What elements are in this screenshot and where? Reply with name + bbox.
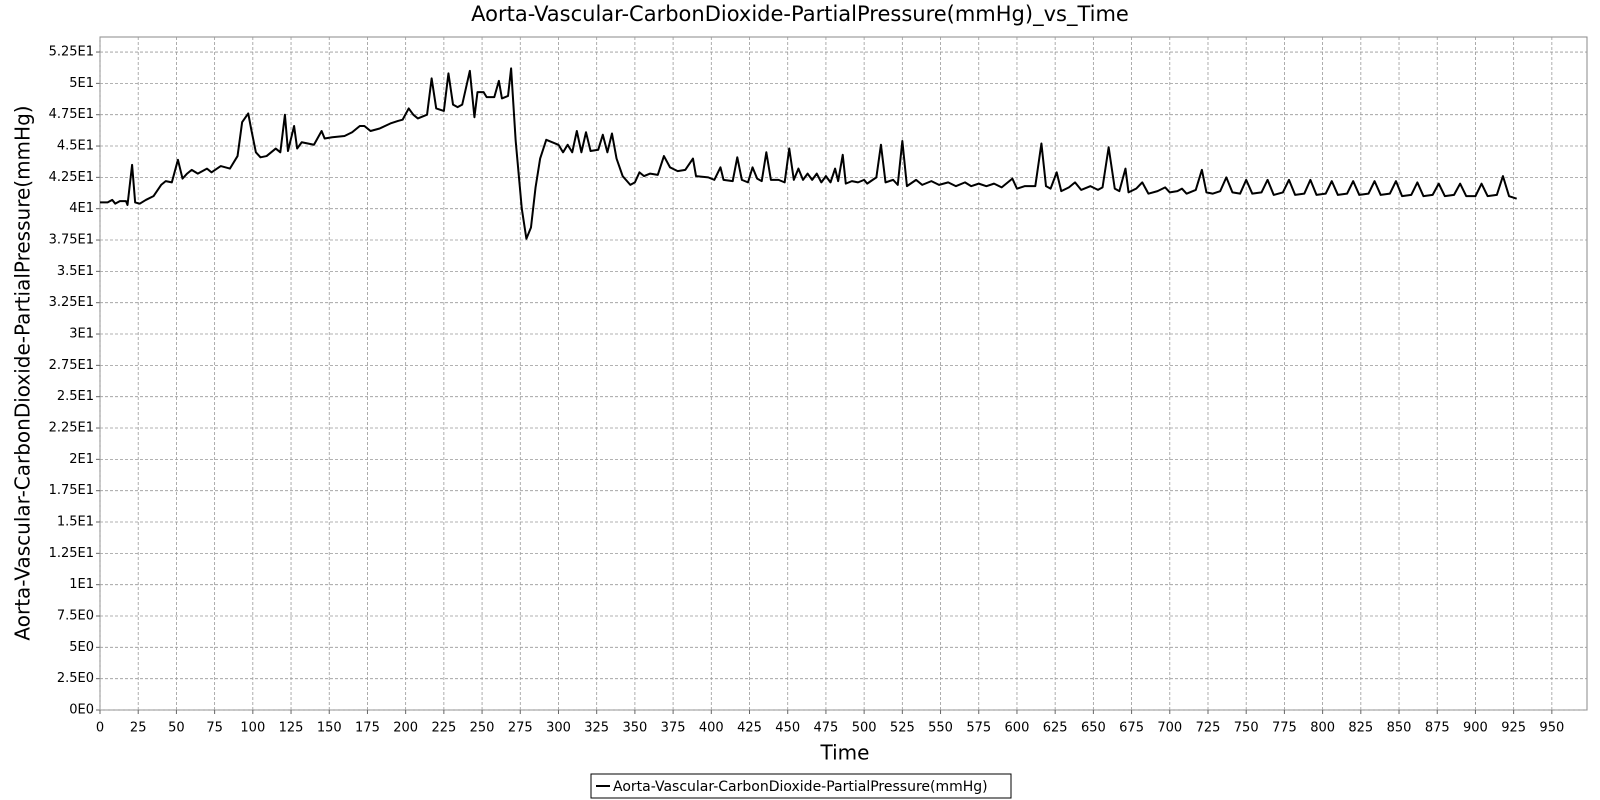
x-axis-title: Time [820,741,870,765]
x-tick-label: 875 [1425,721,1450,736]
y-tick-label: 5.25E1 [49,45,94,60]
legend-label: Aorta-Vascular-CarbonDioxide-PartialPres… [613,779,988,795]
x-tick-label: 575 [966,721,991,736]
plot-area [99,36,1588,711]
data-line [100,67,1518,240]
y-tick-label: 5E0 [69,640,94,655]
y-tick-label: 3E1 [69,327,94,342]
x-tick-label: 500 [852,721,877,736]
x-tick-label: 525 [890,721,915,736]
x-tick-label: 825 [1348,721,1373,736]
y-tick-label: 4.5E1 [57,139,94,154]
x-tick-label: 375 [661,721,686,736]
x-tick-label: 950 [1539,721,1564,736]
x-tick-label: 900 [1463,721,1488,736]
y-tick-label: 2E1 [69,452,94,467]
x-tick-label: 200 [393,721,418,736]
x-tick-label: 775 [1272,721,1297,736]
y-tick-label: 3.5E1 [57,264,94,279]
x-tick-label: 475 [814,721,839,736]
x-tick-label: 175 [355,721,380,736]
y-axis-title: Aorta-Vascular-CarbonDioxide-PartialPres… [11,105,35,640]
x-tick-label: 50 [168,721,185,736]
y-tick-label: 1.75E1 [49,483,94,498]
x-tick-label: 25 [130,721,147,736]
x-tick-label: 625 [1043,721,1068,736]
y-tick-label: 4E1 [69,201,94,216]
y-tick-label: 2.75E1 [49,358,94,373]
legend: Aorta-Vascular-CarbonDioxide-PartialPres… [590,773,1012,799]
x-tick-label: 650 [1081,721,1106,736]
x-tick-label: 325 [584,721,609,736]
chart-title: Aorta-Vascular-CarbonDioxide-PartialPres… [471,2,1129,27]
y-tick-label: 3.75E1 [49,233,94,248]
x-tick-label: 300 [546,721,571,736]
x-tick-label: 425 [737,721,762,736]
x-tick-label: 850 [1387,721,1412,736]
x-tick-label: 725 [1196,721,1221,736]
y-tick-label: 3.25E1 [49,295,94,310]
x-tick-label: 700 [1157,721,1182,736]
y-tick-label: 1.5E1 [57,515,94,530]
y-tick-label: 2.25E1 [49,421,94,436]
y-tick-label: 1E1 [69,577,94,592]
y-tick-label: 2.5E0 [57,671,94,686]
x-tick-label: 250 [470,721,495,736]
x-tick-label: 100 [240,721,265,736]
x-tick-label: 800 [1310,721,1335,736]
x-tick-label: 600 [1005,721,1030,736]
x-tick-label: 350 [622,721,647,736]
y-tick-label: 7.5E0 [57,609,94,624]
y-tick-label: 5E1 [69,76,94,91]
x-tick-label: 925 [1501,721,1526,736]
legend-box [590,773,1012,799]
y-tick-label: 1.25E1 [49,546,94,561]
x-tick-label: 550 [928,721,953,736]
x-tick-label: 225 [431,721,456,736]
x-tick-label: 275 [508,721,533,736]
x-tick-label: 75 [206,721,223,736]
y-tick-label: 2.5E1 [57,389,94,404]
x-tick-label: 400 [699,721,724,736]
x-tick-label: 675 [1119,721,1144,736]
x-tick-label: 150 [317,721,342,736]
y-tick-label: 4.75E1 [49,107,94,122]
y-tick-label: 4.25E1 [49,170,94,185]
x-tick-label: 125 [279,721,304,736]
x-tick-label: 0 [96,721,104,736]
x-tick-label: 450 [775,721,800,736]
y-tick-label: 0E0 [69,703,94,718]
x-tick-label: 750 [1234,721,1259,736]
